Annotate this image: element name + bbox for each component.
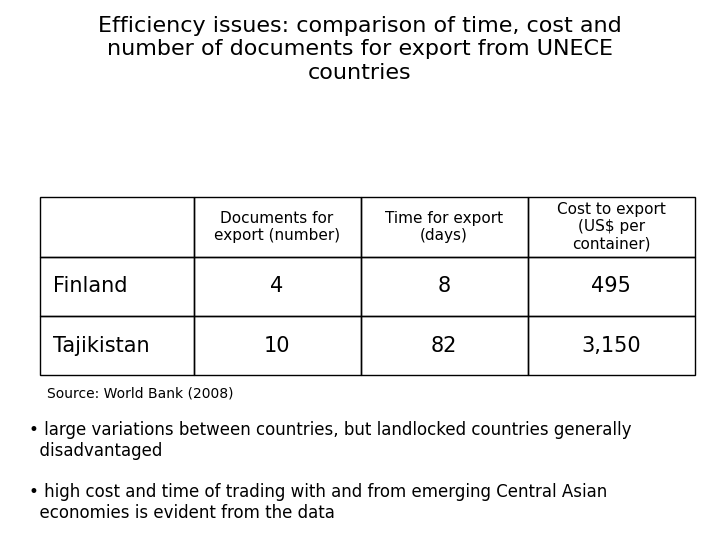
Bar [40, 256, 194, 316]
Text: 4: 4 [271, 276, 284, 296]
Text: Tajikistan: Tajikistan [53, 335, 149, 356]
Text: 10: 10 [264, 335, 290, 356]
Text: 3,150: 3,150 [582, 335, 641, 356]
Bar [361, 256, 528, 316]
Bar [361, 197, 528, 256]
Bar [528, 197, 695, 256]
Bar [528, 256, 695, 316]
Text: • high cost and time of trading with and from emerging Central Asian
  economies: • high cost and time of trading with and… [29, 483, 607, 522]
Text: Finland: Finland [53, 276, 127, 296]
Bar [194, 197, 361, 256]
Text: Documents for
export (number): Documents for export (number) [214, 211, 340, 243]
Text: • large variations between countries, but landlocked countries generally
  disad: • large variations between countries, bu… [29, 421, 631, 460]
Bar [40, 197, 194, 256]
Text: Source: World Bank (2008): Source: World Bank (2008) [47, 386, 233, 400]
Bar [361, 316, 528, 375]
Text: 8: 8 [438, 276, 451, 296]
Text: Time for export
(days): Time for export (days) [385, 211, 503, 243]
Bar [194, 316, 361, 375]
Text: Efficiency issues: comparison of time, cost and
number of documents for export f: Efficiency issues: comparison of time, c… [98, 16, 622, 83]
Bar [40, 316, 194, 375]
Text: 82: 82 [431, 335, 457, 356]
Text: Cost to export
(US$ per
container): Cost to export (US$ per container) [557, 202, 666, 252]
Text: 495: 495 [591, 276, 631, 296]
Bar [528, 316, 695, 375]
Bar [194, 256, 361, 316]
